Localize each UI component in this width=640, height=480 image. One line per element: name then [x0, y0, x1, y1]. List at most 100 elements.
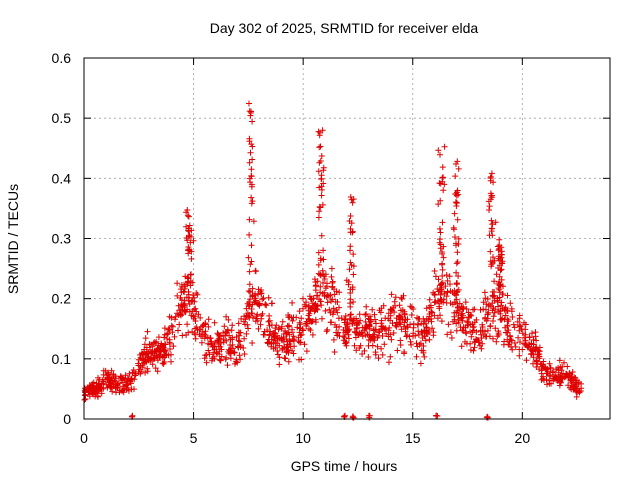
data-point — [205, 316, 212, 323]
data-point — [199, 323, 205, 330]
data-point — [139, 351, 146, 357]
data-point — [435, 288, 442, 295]
data-point — [498, 248, 505, 255]
data-point — [213, 349, 220, 356]
data-point — [289, 347, 296, 354]
data-point — [361, 327, 368, 334]
data-point — [504, 322, 511, 329]
data-point — [456, 300, 463, 307]
data-point — [315, 261, 322, 268]
data-point — [436, 300, 443, 307]
data-point — [530, 337, 537, 343]
data-point — [317, 257, 324, 264]
data-point — [517, 339, 523, 345]
data-point — [413, 340, 420, 347]
data-point — [125, 387, 132, 394]
data-point — [131, 386, 137, 393]
data-point — [450, 224, 457, 231]
data-point — [207, 335, 213, 342]
data-point — [378, 345, 385, 352]
data-point — [192, 318, 199, 324]
data-point — [338, 315, 345, 322]
data-point — [137, 370, 144, 377]
data-point — [193, 308, 200, 315]
data-point — [290, 333, 297, 340]
data-point — [94, 393, 101, 399]
data-point — [347, 311, 354, 318]
data-point — [238, 315, 245, 322]
data-point — [443, 293, 450, 300]
data-point — [462, 329, 469, 336]
data-point — [452, 173, 459, 180]
data-point — [404, 316, 411, 323]
data-point — [435, 147, 442, 154]
data-point — [168, 322, 175, 329]
data-point — [467, 321, 474, 328]
data-point — [490, 313, 497, 320]
data-point — [475, 339, 482, 346]
data-point — [444, 331, 451, 338]
data-point — [285, 358, 292, 365]
data-point — [231, 349, 238, 356]
data-point — [348, 311, 354, 318]
data-point — [140, 356, 147, 363]
data-point — [175, 312, 182, 318]
data-point — [387, 312, 394, 319]
data-point — [168, 358, 174, 365]
data-point — [318, 153, 325, 159]
data-point — [248, 306, 255, 312]
data-point — [293, 314, 300, 321]
data-point — [455, 273, 462, 280]
data-point — [487, 196, 494, 203]
data-point — [394, 347, 401, 354]
data-point — [440, 174, 447, 181]
data-point — [296, 329, 303, 336]
data-point — [321, 273, 328, 280]
data-point — [487, 175, 494, 182]
data-point — [578, 380, 584, 387]
data-point — [289, 329, 296, 336]
data-point — [486, 207, 492, 213]
data-point — [489, 307, 496, 314]
data-point — [234, 359, 241, 366]
data-point — [350, 251, 357, 258]
data-point — [244, 321, 251, 328]
data-point — [547, 365, 554, 372]
data-point — [381, 341, 388, 348]
data-point — [205, 323, 212, 330]
data-point — [507, 336, 514, 343]
data-point — [440, 243, 447, 250]
data-point — [210, 343, 217, 350]
data-point — [248, 166, 255, 173]
data-point — [390, 304, 397, 311]
data-point — [187, 282, 194, 289]
data-point — [312, 303, 319, 310]
data-point — [356, 330, 363, 337]
data-point — [543, 376, 550, 383]
data-point — [345, 278, 352, 285]
data-point — [498, 266, 505, 273]
data-point — [297, 321, 304, 328]
data-point — [266, 322, 273, 329]
data-point — [499, 305, 506, 312]
data-point — [491, 278, 498, 285]
data-point — [436, 180, 443, 187]
data-point — [470, 323, 477, 330]
data-point — [437, 229, 444, 236]
data-point — [382, 325, 389, 332]
data-point — [357, 317, 364, 324]
data-point — [346, 326, 353, 333]
data-point — [388, 291, 395, 298]
data-point — [341, 334, 348, 341]
data-point — [315, 128, 322, 135]
data-point — [365, 354, 372, 360]
data-point — [247, 149, 254, 156]
data-point — [516, 346, 523, 353]
data-point — [112, 373, 119, 380]
data-point — [316, 144, 323, 151]
data-point — [161, 347, 168, 354]
data-point — [374, 343, 381, 350]
data-point — [321, 276, 328, 282]
data-point — [420, 347, 427, 354]
data-point — [329, 296, 336, 303]
